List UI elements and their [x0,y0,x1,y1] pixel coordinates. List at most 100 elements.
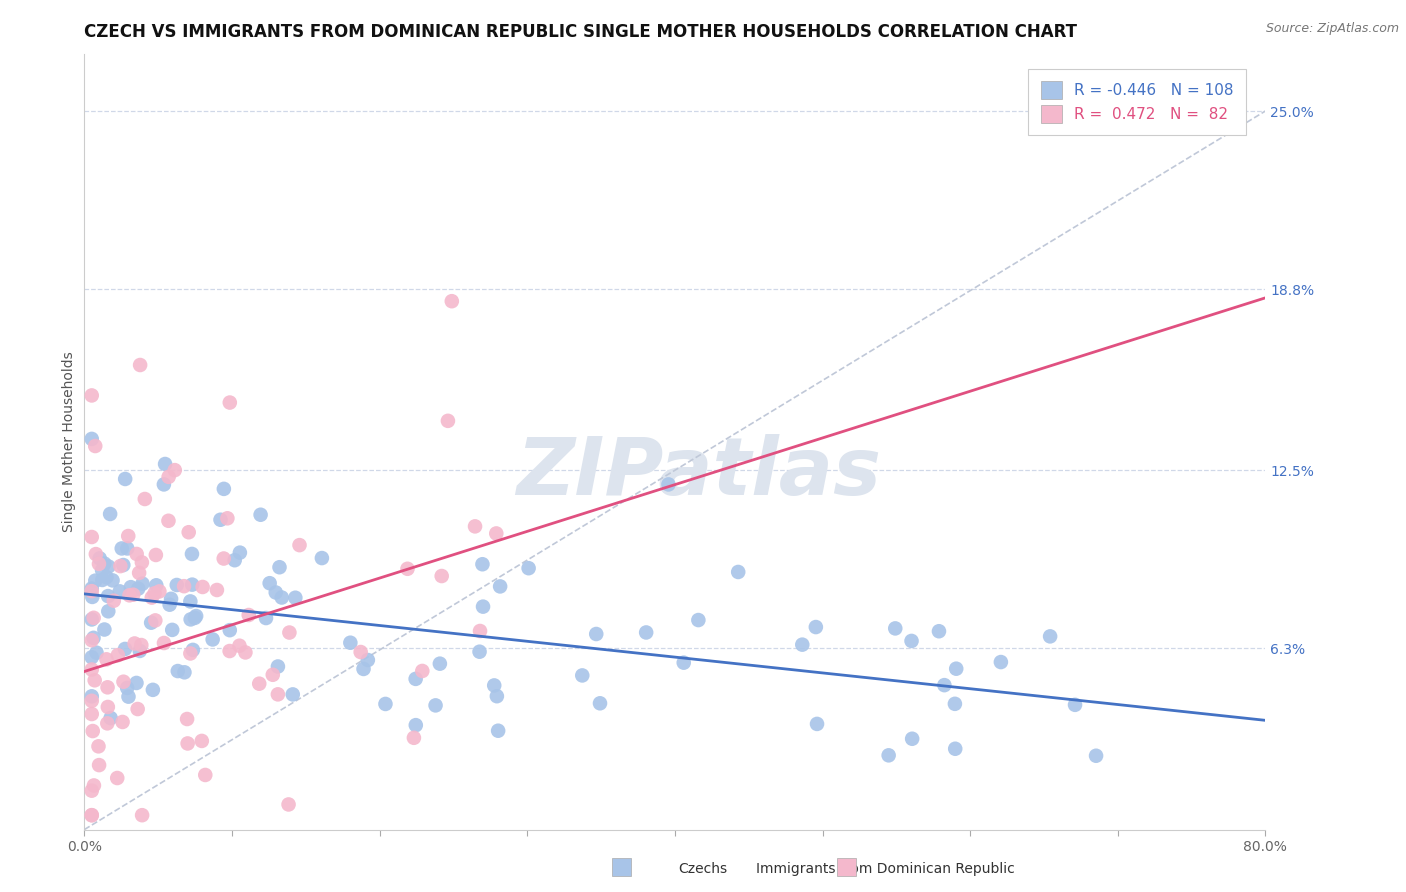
Point [181,577,204,591]
Point [209,513,232,527]
Point [134,491,156,506]
Point [103,593,125,607]
Point [112,674,135,689]
Point [179,594,201,608]
Point [114,642,136,657]
Point [87,758,110,772]
Point [278,625,301,640]
Point [484,678,506,692]
Point [288,538,311,552]
Point [129,638,152,652]
Point [89,551,111,566]
Point [112,558,135,572]
Point [672,656,695,670]
Point [571,668,593,682]
Point [80,808,103,822]
Point [727,565,749,579]
Point [357,653,380,667]
Point [249,508,271,522]
Point [87,739,110,754]
Point [117,541,139,556]
Point [166,578,188,592]
Point [517,561,540,575]
Point [585,627,607,641]
Point [636,625,658,640]
Point [468,645,491,659]
Point [489,579,512,593]
Point [262,667,284,681]
Point [111,541,134,556]
Point [267,659,290,673]
Point [127,582,149,596]
Point [145,548,167,562]
Point [129,358,152,372]
Point [173,665,195,680]
Point [943,697,966,711]
Point [311,551,333,566]
Point [472,599,495,614]
Point [80,582,103,596]
Point [806,717,828,731]
Point [97,604,120,618]
Point [131,576,153,591]
Point [437,414,460,428]
Point [191,734,214,748]
Point [100,711,122,725]
Point [163,463,186,477]
Point [402,731,425,745]
Point [84,574,107,588]
Point [464,519,486,533]
Point [405,672,427,686]
Point [87,557,110,571]
Point [468,624,491,638]
Point [105,771,128,785]
Point [267,687,290,701]
Point [218,623,240,637]
Point [270,591,292,605]
Point [80,650,103,665]
Point [159,598,181,612]
Point [179,647,201,661]
Point [86,646,108,660]
Point [143,586,166,600]
Point [118,588,141,602]
Point [80,690,103,704]
Point [900,634,922,648]
Point [181,547,204,561]
Point [80,530,103,544]
Point [218,644,240,658]
Point [141,615,163,630]
Point [157,470,180,484]
Point [80,432,103,446]
Point [97,589,120,603]
Point [84,439,107,453]
Point [235,645,257,659]
Point [201,632,224,647]
Point [877,748,900,763]
Point [80,584,103,599]
Point [247,676,270,690]
Point [353,662,375,676]
Point [277,797,299,812]
Point [184,611,207,625]
Point [114,472,136,486]
Point [84,547,107,561]
Point [269,560,291,574]
Point [943,741,966,756]
Point [486,723,509,738]
Point [218,395,240,409]
Point [184,609,207,624]
Point [148,584,170,599]
Point [688,613,710,627]
Text: Source: ZipAtlas.com: Source: ZipAtlas.com [1265,22,1399,36]
Point [128,644,150,658]
Point [82,724,104,739]
Point [115,681,138,695]
Text: ZIPatlas: ZIPatlas [516,434,882,512]
Point [127,702,149,716]
Point [928,624,950,639]
Point [181,643,204,657]
Text: Czechs: Czechs [679,862,727,876]
Point [166,664,188,678]
Point [205,582,228,597]
